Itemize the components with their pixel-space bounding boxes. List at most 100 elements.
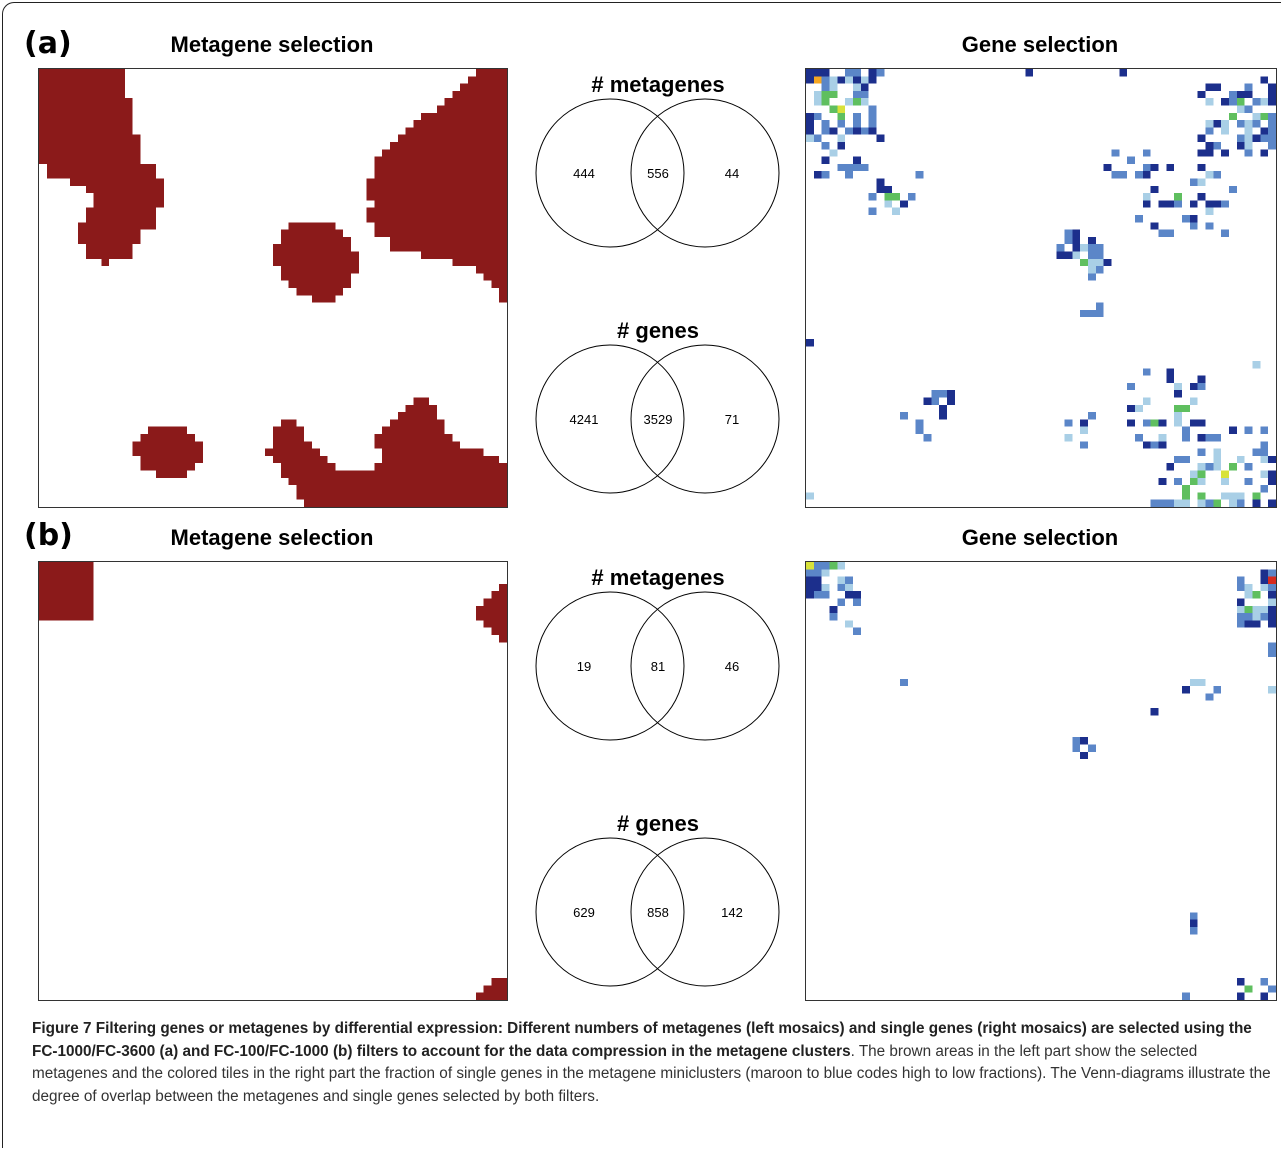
gene-tile bbox=[845, 69, 853, 77]
gene-tile bbox=[806, 562, 814, 570]
gene-tile bbox=[1213, 83, 1222, 91]
gene-tile bbox=[829, 83, 838, 91]
gene-tile bbox=[876, 69, 885, 77]
gene-tile bbox=[1072, 229, 1081, 237]
gene-tile bbox=[1260, 605, 1269, 614]
gene-tile bbox=[1150, 222, 1159, 230]
gene-tile bbox=[1252, 361, 1261, 369]
gene-tile bbox=[806, 69, 814, 77]
gene-tile bbox=[1072, 737, 1081, 745]
gene-tile bbox=[1150, 708, 1159, 716]
gene-tile bbox=[1236, 98, 1245, 106]
gene-tile bbox=[813, 112, 822, 121]
gene-tile bbox=[813, 69, 822, 77]
gene-tile bbox=[1229, 426, 1237, 434]
gene-tile bbox=[1236, 613, 1245, 621]
gene-tile bbox=[853, 69, 861, 77]
gene-tile bbox=[1213, 499, 1222, 507]
venn-overlap-count: 556 bbox=[647, 166, 669, 181]
gene-tile bbox=[1080, 751, 1088, 760]
gene-tile bbox=[1182, 426, 1190, 434]
gene-tile bbox=[1244, 985, 1253, 993]
gene-tile bbox=[1260, 448, 1269, 456]
gene-tile bbox=[1080, 419, 1088, 427]
gene-tile bbox=[1174, 477, 1182, 486]
gene-tile bbox=[915, 426, 924, 434]
gene-tile bbox=[845, 591, 853, 599]
gene-tile bbox=[868, 112, 877, 121]
gene-tile bbox=[1072, 251, 1081, 259]
gene-tile bbox=[1252, 499, 1261, 507]
gene-tile bbox=[1268, 620, 1276, 628]
gene-tile bbox=[1260, 134, 1269, 142]
gene-tile bbox=[813, 569, 822, 577]
gene-tile bbox=[1189, 178, 1198, 186]
gene-tile bbox=[821, 156, 830, 164]
gene-tile bbox=[1260, 149, 1269, 157]
venn-right-count: 142 bbox=[721, 905, 743, 920]
gene-tile bbox=[837, 112, 846, 121]
gene-tile bbox=[1260, 992, 1269, 1000]
gene-tile bbox=[1197, 678, 1206, 687]
venn-circle-right bbox=[630, 344, 780, 494]
selected-region bbox=[273, 222, 359, 303]
gene-tile bbox=[821, 127, 830, 135]
gene-tile bbox=[1268, 591, 1276, 599]
gene-tile bbox=[1182, 404, 1190, 413]
gene-tile bbox=[1205, 463, 1214, 471]
gene-tile bbox=[1213, 463, 1222, 471]
gene-tile bbox=[1135, 404, 1143, 413]
gene-tile bbox=[1268, 576, 1276, 584]
gene-tile bbox=[1072, 244, 1081, 252]
gene-tile bbox=[1252, 112, 1261, 121]
gene-tile bbox=[1182, 686, 1190, 694]
gene-tile bbox=[1268, 127, 1276, 135]
gene-tile bbox=[1166, 463, 1175, 471]
gene-tile bbox=[1189, 919, 1198, 927]
gene-tile bbox=[829, 127, 838, 135]
gene-tile bbox=[1205, 98, 1214, 106]
gene-tile bbox=[892, 207, 900, 215]
gene-tile bbox=[806, 569, 814, 577]
gene-tile bbox=[1236, 105, 1245, 113]
gene-tile bbox=[1095, 302, 1104, 310]
gene-tile bbox=[860, 127, 869, 135]
selected-region bbox=[132, 426, 203, 478]
gene-tile bbox=[1135, 171, 1143, 179]
gene-tile bbox=[1213, 120, 1222, 128]
gene-tile bbox=[1095, 244, 1104, 252]
gene-mosaic-b bbox=[805, 561, 1277, 1001]
gene-tile bbox=[1166, 163, 1175, 172]
venn-metagenes-b: 19 81 46 bbox=[524, 591, 794, 751]
gene-tile bbox=[1064, 236, 1073, 245]
gene-tile bbox=[1166, 375, 1175, 383]
gene-tile bbox=[1260, 470, 1269, 478]
gene-tile bbox=[1244, 583, 1253, 592]
gene-tile bbox=[1244, 149, 1253, 157]
gene-tile bbox=[813, 76, 822, 84]
gene-tile bbox=[1252, 120, 1261, 128]
venn-overlap-count: 81 bbox=[651, 659, 665, 674]
gene-tile bbox=[821, 83, 830, 91]
gene-tile bbox=[1260, 978, 1269, 986]
gene-tile bbox=[1244, 120, 1253, 128]
gene-tile bbox=[806, 76, 814, 84]
gene-tile bbox=[1197, 499, 1206, 507]
gene-tile bbox=[1174, 382, 1182, 391]
gene-tile bbox=[1236, 620, 1245, 628]
caption-text: . The brown areas in the left part show … bbox=[32, 1042, 1271, 1105]
gene-tile bbox=[1095, 251, 1104, 259]
gene-tile bbox=[1197, 448, 1206, 456]
gene-tile bbox=[1142, 368, 1151, 376]
gene-tile bbox=[1229, 492, 1237, 500]
gene-tile bbox=[915, 171, 924, 179]
gene-tile bbox=[1236, 978, 1245, 986]
selected-region bbox=[39, 562, 94, 621]
gene-tile bbox=[1252, 492, 1261, 500]
gene-tile bbox=[1213, 434, 1222, 442]
gene-tile bbox=[1213, 686, 1222, 694]
gene-tile bbox=[1268, 613, 1276, 621]
gene-tile bbox=[1088, 244, 1096, 252]
gene-tile bbox=[1174, 499, 1182, 507]
gene-tile bbox=[1088, 266, 1096, 274]
